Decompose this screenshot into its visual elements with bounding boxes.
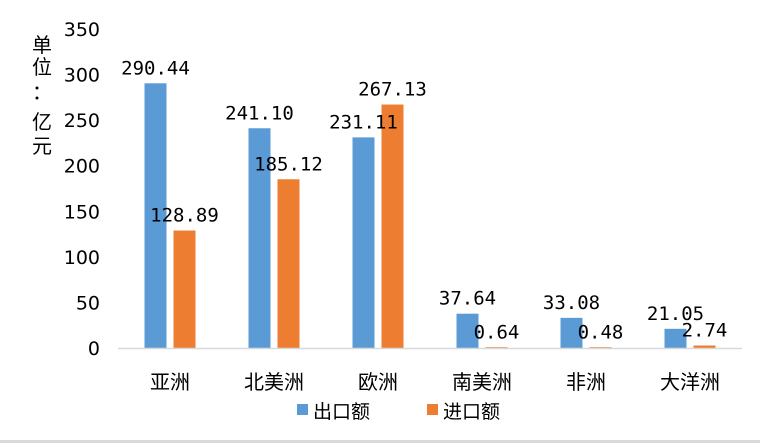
export-data-label: 21.05 — [647, 303, 704, 325]
export-bar — [144, 83, 167, 349]
import-data-label: 0.64 — [474, 321, 520, 343]
legend-swatch-export — [297, 404, 308, 415]
bars — [144, 83, 716, 349]
export-bar — [456, 313, 479, 348]
y-axis: 0 50 100 150 200 250 300 350 — [64, 19, 100, 360]
y-axis-label-char: 元 — [32, 134, 52, 158]
export-bar — [664, 328, 687, 348]
y-axis-label-char: 单 — [32, 33, 52, 57]
export-bar — [248, 128, 271, 348]
x-category-label: 亚洲 — [150, 370, 190, 394]
y-axis-label-char: 位 — [32, 55, 52, 79]
import-data-label: 267.13 — [358, 79, 427, 101]
y-tick-label: 350 — [64, 19, 100, 41]
y-tick-label: 0 — [88, 338, 100, 360]
import-data-label: 185.12 — [254, 153, 323, 175]
export-bar — [560, 317, 583, 348]
legend-label-import: 进口额 — [443, 401, 500, 423]
import-data-label: 0.48 — [578, 322, 624, 344]
export-data-label: 241.10 — [225, 102, 294, 124]
export-data-label: 33.08 — [543, 292, 600, 314]
legend-swatch-import — [427, 404, 438, 415]
import-data-label: 2.74 — [682, 320, 728, 342]
x-axis: 亚洲 北美洲 欧洲 南美洲 非洲 大洋洲 — [118, 347, 742, 394]
y-tick-label: 100 — [64, 247, 100, 269]
x-category-label: 北美洲 — [244, 370, 304, 394]
import-bar — [381, 104, 404, 348]
y-tick-label: 150 — [64, 201, 100, 223]
y-axis-label-char: 亿 — [32, 110, 52, 134]
export-bar — [352, 137, 375, 348]
legend-label-export: 出口额 — [313, 401, 370, 423]
legend: 出口额 进口额 — [297, 401, 500, 423]
y-axis-label: 单位： 亿元 — [32, 33, 52, 158]
y-tick-label: 200 — [64, 156, 100, 178]
export-data-label: 290.44 — [121, 57, 190, 79]
data-labels: 290.44 128.89 241.10 185.12 231.11 267.13 37.6… — [121, 57, 727, 343]
x-category-label: 南美洲 — [452, 370, 512, 394]
export-data-label: 37.64 — [439, 288, 496, 310]
y-tick-label: 250 — [64, 110, 100, 132]
import-bar — [173, 230, 196, 348]
x-category-label: 大洋洲 — [660, 370, 720, 394]
x-category-label: 非洲 — [566, 370, 606, 394]
import-bar — [485, 347, 508, 348]
y-tick-label: 50 — [76, 292, 100, 314]
x-category-label: 欧洲 — [358, 370, 398, 394]
import-bar — [589, 347, 612, 348]
export-data-label: 231.11 — [329, 111, 398, 133]
import-bar — [693, 345, 716, 348]
y-tick-label: 300 — [64, 65, 100, 87]
import-data-label: 128.89 — [150, 205, 219, 227]
import-bar — [277, 179, 300, 348]
bottom-divider — [0, 440, 760, 443]
y-axis-label-char: ： — [32, 80, 52, 104]
